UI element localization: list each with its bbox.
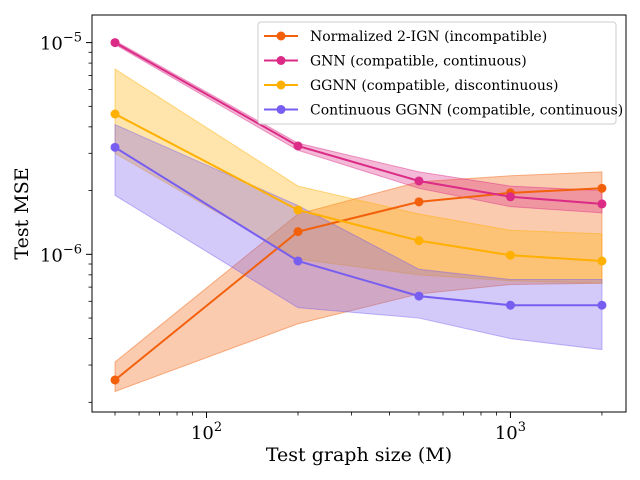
data-point — [110, 38, 120, 48]
series-lines — [110, 38, 607, 385]
legend-swatch-marker — [276, 105, 286, 114]
data-point — [505, 300, 515, 310]
confidence-band-1 — [114, 39, 603, 214]
data-point — [597, 199, 607, 209]
legend-box — [257, 21, 617, 125]
data-point — [597, 183, 607, 193]
x-tick-label: 103 — [495, 420, 526, 444]
data-point — [597, 300, 607, 310]
y-tick-label: 10−5 — [40, 31, 82, 55]
data-point — [293, 141, 303, 151]
data-point — [414, 236, 424, 246]
plot-frame — [91, 14, 627, 413]
data-point — [110, 375, 120, 385]
x-axis-ticks: 102 103 — [114, 412, 603, 444]
data-point — [414, 176, 424, 186]
data-point — [597, 256, 607, 266]
legend-swatch-marker — [276, 56, 286, 65]
data-point — [293, 205, 303, 215]
data-point — [505, 250, 515, 260]
legend-label: Continuous GGNN (compatible, continuous) — [310, 103, 623, 119]
y-axis-label: Test MSE — [11, 167, 33, 259]
data-point — [505, 192, 515, 202]
legend-label: GNN (compatible, continuous) — [310, 54, 527, 70]
data-point — [110, 109, 120, 119]
legend-swatch-marker — [276, 31, 286, 41]
x-tick-label: 102 — [191, 420, 222, 444]
y-tick-label: 10−6 — [40, 242, 82, 266]
confidence-band-0 — [114, 171, 603, 393]
legend-swatch-marker — [276, 80, 286, 90]
data-point — [293, 227, 303, 237]
x-axis-label: Test graph size (M) — [266, 444, 452, 466]
data-point — [414, 291, 424, 301]
legend-label: Normalized 2-IGN (incompatible) — [310, 29, 547, 45]
y-axis-ticks: 10−6 10−5 — [40, 31, 92, 403]
data-point — [110, 142, 120, 152]
confidence-band-3 — [114, 123, 603, 351]
legend: Normalized 2-IGN (incompatible) GNN (comp… — [257, 21, 623, 125]
data-point — [414, 197, 424, 207]
axes: 102 103 10−6 10−5 Test graph size (M) Test… — [11, 14, 627, 466]
legend-label: GGNN (compatible, discontinuous) — [310, 78, 559, 94]
data-point — [293, 256, 303, 266]
